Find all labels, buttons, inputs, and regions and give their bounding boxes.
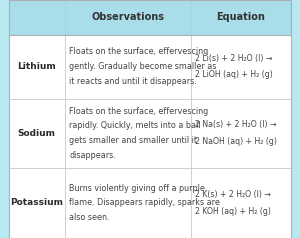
Text: Observations: Observations: [91, 12, 164, 22]
Text: Burns violently giving off a purple: Burns violently giving off a purple: [69, 184, 205, 193]
Text: 2 K(s) + 2 H₂O (l) →: 2 K(s) + 2 H₂O (l) →: [195, 190, 271, 199]
Text: Equation: Equation: [216, 12, 265, 22]
Text: gently. Gradually become smaller as: gently. Gradually become smaller as: [69, 62, 216, 71]
Text: 2 KOH (aq) + H₂ (g): 2 KOH (aq) + H₂ (g): [195, 207, 271, 216]
Text: 2 Li(s) + 2 H₂O (l) →: 2 Li(s) + 2 H₂O (l) →: [195, 54, 272, 63]
Text: also seen.: also seen.: [69, 213, 110, 222]
Text: 2 NaOH (aq) + H₂ (g): 2 NaOH (aq) + H₂ (g): [195, 137, 277, 146]
Text: it reacts and until it disappears.: it reacts and until it disappears.: [69, 77, 197, 86]
Text: Potassium: Potassium: [10, 198, 63, 207]
Text: 2 LiOH (aq) + H₂ (g): 2 LiOH (aq) + H₂ (g): [195, 70, 273, 79]
Text: rapidly. Quickly, melts into a ball: rapidly. Quickly, melts into a ball: [69, 121, 200, 130]
Text: gets smaller and smaller until it: gets smaller and smaller until it: [69, 136, 197, 145]
Text: Floats on the surface, effervescing: Floats on the surface, effervescing: [69, 47, 208, 56]
Bar: [9, 35, 291, 238]
Text: Floats on the surface, effervescing: Floats on the surface, effervescing: [69, 107, 208, 116]
Text: disappears.: disappears.: [69, 151, 116, 160]
Text: 2 Na(s) + 2 H₂O (l) →: 2 Na(s) + 2 H₂O (l) →: [195, 120, 277, 129]
Text: Lithium: Lithium: [17, 62, 56, 71]
Text: Sodium: Sodium: [18, 129, 56, 138]
Bar: [9, 0, 291, 35]
Text: flame. Disappears rapidly, sparks are: flame. Disappears rapidly, sparks are: [69, 198, 220, 207]
